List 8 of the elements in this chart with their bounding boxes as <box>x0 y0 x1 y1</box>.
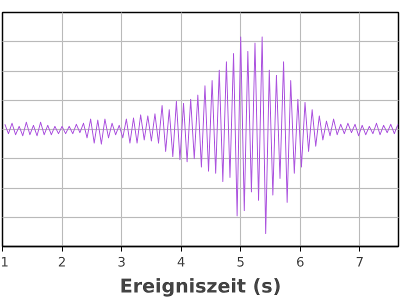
x-tick-label: 6 <box>296 256 304 270</box>
x-tick-label: 2 <box>58 256 66 270</box>
x-tick-label: 3 <box>117 256 126 270</box>
x-tick-label: 5 <box>236 256 245 270</box>
x-tick-label: 7 <box>356 256 364 270</box>
x-tick-label: 1 <box>0 256 9 270</box>
x-axis-title: Ereigniszeit (s) <box>120 276 282 298</box>
x-tick-label: 4 <box>177 256 186 270</box>
